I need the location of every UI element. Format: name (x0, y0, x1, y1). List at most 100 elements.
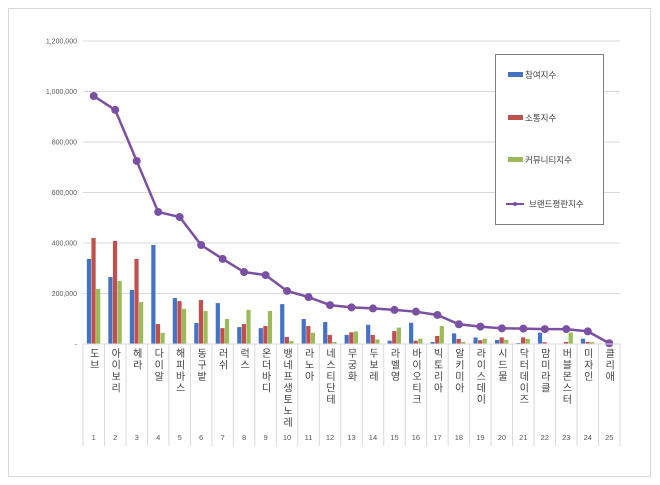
rank-label: 15 (390, 433, 398, 442)
brand-line-point (390, 305, 399, 314)
bar-communication (564, 341, 569, 344)
bar-participation (430, 341, 435, 344)
bar-community (181, 308, 187, 344)
y-tick-label: 600,000 (52, 190, 77, 197)
bar-community (525, 338, 530, 344)
bar-participation (452, 333, 457, 344)
y-axis: - 200,000 400,000 600,000 800,000 1,000,000 1,… (46, 39, 78, 349)
bar-participation (194, 323, 199, 344)
bar-communication (521, 337, 526, 344)
brand-line-point (583, 327, 592, 336)
bar-communication (284, 336, 289, 344)
bar-communication (456, 338, 461, 344)
bar-communication (177, 301, 182, 344)
brand-line-point (605, 339, 614, 348)
bar-participation (494, 339, 500, 344)
x-axis: 도 브 1 아 이 보 리 2 헤 라 3 다 이 알 4 해 피 바 스 5 동 구 밭 6 러 쉬 7 럭 스 8 온 더 바 디 9 뱅 네 프 생 토… (82, 343, 621, 446)
rank-label: 7 (221, 433, 225, 442)
brand-line-point (326, 301, 335, 310)
bar-participation (366, 324, 371, 344)
brand-line-point (154, 207, 163, 216)
bar-participation (516, 342, 521, 344)
y-tick-label: 800,000 (52, 140, 77, 147)
brand-line-point (519, 324, 528, 333)
bar-community (117, 280, 122, 344)
brand-line-point (540, 325, 549, 334)
brand-line-point (497, 324, 506, 333)
y-tick-label: 200,000 (52, 291, 77, 298)
bar-community (353, 331, 358, 344)
y-tick-label: 400,000 (52, 241, 77, 248)
bar-community (504, 339, 509, 344)
bar-communication (499, 337, 504, 344)
rank-label: 19 (476, 433, 484, 442)
brand-line-point (347, 303, 356, 312)
legend-label: 커뮤니티지수 (525, 155, 572, 166)
bar-participation (323, 322, 328, 344)
bar-community (568, 332, 573, 344)
bar-communication (370, 334, 375, 344)
brand-line-point (197, 241, 206, 250)
brand-line-point (111, 105, 120, 114)
bar-community (439, 326, 444, 344)
brand-line-point (89, 92, 98, 101)
bar-community (418, 338, 423, 344)
brand-line-point (411, 307, 420, 316)
bar-participation (344, 334, 349, 344)
rank-label: 22 (541, 433, 549, 442)
rank-label: 8 (242, 433, 246, 442)
brand-line-point (562, 325, 571, 334)
bar-participation (580, 338, 586, 344)
y-tick-label: 1,200,000 (46, 39, 77, 46)
bar-participation (387, 340, 392, 344)
bar-community (590, 341, 595, 344)
rank-label: 12 (326, 433, 334, 442)
bar-communication (478, 340, 483, 344)
bar-communication (327, 334, 332, 344)
bar-communication (241, 324, 246, 344)
bar-participation (301, 319, 306, 344)
bar-community (375, 339, 380, 344)
bar-community (246, 309, 251, 344)
bar-community (224, 319, 230, 344)
rank-label: 23 (562, 433, 570, 442)
bar-community (310, 332, 316, 344)
bar-community (396, 327, 401, 344)
bar-participation (237, 327, 242, 344)
bar-community (139, 302, 144, 344)
rank-label: 1 (92, 433, 96, 442)
bar-communication (134, 258, 139, 344)
legend-marker (513, 202, 517, 206)
bar-participation (280, 304, 285, 344)
bar-participation (129, 289, 134, 344)
bar-communication (155, 324, 161, 344)
brand-line-point (283, 286, 292, 295)
bar-communication (112, 240, 118, 344)
bar-communication (91, 237, 96, 344)
rank-label: 3 (135, 433, 139, 442)
y-tick-label: 1,000,000 (46, 89, 77, 96)
bar-participation (108, 277, 113, 344)
brand-line (89, 92, 614, 348)
bar-communication (435, 335, 440, 344)
brand-line-point (304, 293, 313, 302)
bar-community (160, 332, 165, 344)
brand-line-point (261, 271, 270, 280)
rank-label: 17 (433, 433, 441, 442)
bar-participation (172, 298, 177, 344)
